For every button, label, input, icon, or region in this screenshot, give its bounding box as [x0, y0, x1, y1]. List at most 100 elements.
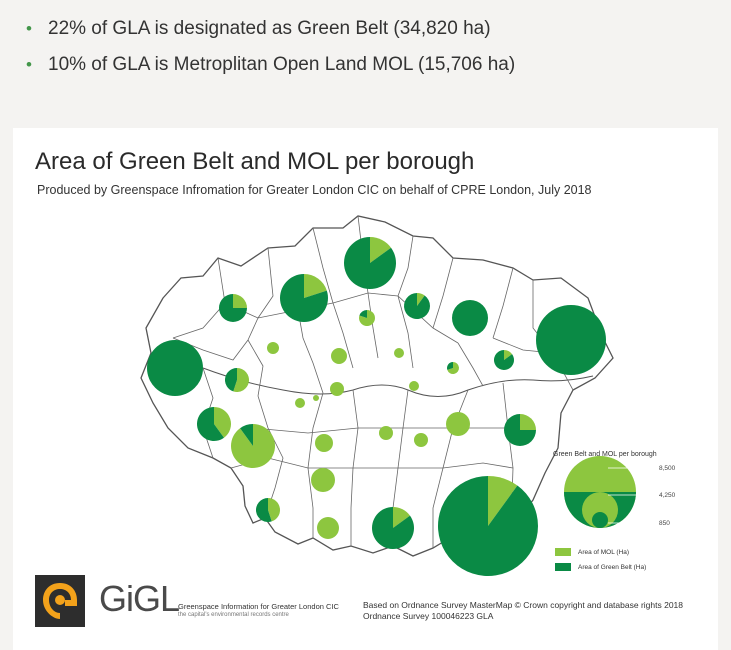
org-tagline: the capital's environmental records cent… — [178, 612, 289, 618]
map-credit: Based on Ordnance Survey MasterMap © Cro… — [363, 600, 683, 622]
borough-pie — [494, 350, 514, 370]
borough-pie — [504, 414, 536, 446]
borough-pie — [372, 507, 414, 549]
pie-slice-mol — [379, 426, 393, 440]
pie-slice-mol — [313, 395, 319, 401]
pie-slice-green-belt — [197, 407, 224, 441]
borough-pie — [452, 300, 488, 336]
borough-pie — [446, 412, 470, 436]
pie-slice-mol — [446, 412, 470, 436]
borough-pie — [317, 517, 339, 539]
borough-pie — [311, 468, 335, 492]
borough-pie — [267, 342, 279, 354]
pie-slice-mol — [330, 382, 344, 396]
pie-slice-mol — [447, 362, 459, 374]
borough-pie — [437, 476, 538, 576]
pie-slice-green-belt — [504, 414, 536, 446]
pie-slice-mol — [520, 414, 536, 430]
pie-slice-green-belt — [372, 507, 414, 549]
borough-pie — [256, 498, 281, 522]
pie-slice-mol — [268, 498, 281, 522]
river-thames — [202, 367, 594, 397]
borough-pie — [414, 433, 428, 447]
borough-pie — [231, 424, 275, 469]
pie-slice-green-belt — [452, 300, 488, 336]
pie-slice-green-belt — [494, 350, 514, 370]
borough-pie — [379, 426, 393, 440]
borough-pie — [331, 348, 347, 364]
org-name: Greenspace Information for Greater Londo… — [178, 602, 339, 611]
legend-label-mol: Area of MOL (Ha) — [578, 549, 630, 556]
pie-slice-mol — [504, 350, 513, 360]
pie-slice-green-belt — [224, 368, 237, 392]
borough-pie — [197, 407, 232, 441]
pie-slice-mol — [233, 368, 249, 392]
pie-slice-mol — [311, 468, 335, 492]
legend-label-green-belt: Area of Green Belt (Ha) — [578, 564, 647, 571]
pie-slice-mol — [315, 434, 333, 452]
legend-swatch-mol — [555, 548, 571, 556]
pie-slice-green-belt — [219, 294, 247, 322]
legend-swatch-green-belt — [555, 563, 571, 571]
gigl-logo-text: GiGL — [99, 578, 180, 619]
borough-pie — [219, 294, 247, 322]
credit-line-2: Ordnance Survey 100046223 GLA — [363, 611, 494, 621]
credit-line-1: Based on Ordnance Survey MasterMap © Cro… — [363, 600, 683, 610]
borough-pie — [344, 237, 397, 289]
pie-slice-mol — [267, 342, 279, 354]
bullet-green-belt: • 22% of GLA is designated as Green Belt… — [26, 18, 716, 54]
bullet-text: 22% of GLA is designated as Green Belt (… — [48, 18, 491, 39]
pie-slice-mol — [317, 517, 339, 539]
borough-pie — [280, 274, 328, 322]
pie-slice-mol — [304, 274, 327, 298]
pie-slice-green-belt — [536, 305, 606, 375]
pie-slice-green-belt — [404, 293, 430, 319]
pie-slice-mol — [295, 398, 305, 408]
pie-slice-green-belt — [437, 476, 538, 576]
borough-pie — [536, 305, 606, 375]
borough-pie — [295, 398, 305, 408]
map-panel: Area of Green Belt and MOL per borough P… — [13, 128, 718, 650]
pie-slice-green-belt — [240, 424, 253, 446]
pie-slice-green-belt — [446, 362, 453, 370]
pie-slice-green-belt — [359, 310, 367, 318]
borough-pie — [446, 362, 459, 374]
borough-pie — [224, 368, 249, 392]
bullet-marker: • — [26, 55, 32, 74]
legend-value-small: 850 — [659, 520, 670, 527]
pie-slice-mol — [409, 381, 419, 391]
borough-pie — [409, 381, 419, 391]
map-title: Area of Green Belt and MOL per borough — [35, 148, 475, 175]
borough-pie — [313, 395, 319, 401]
legend-circle — [592, 512, 608, 528]
legend-scale — [564, 456, 653, 528]
borough-pie — [330, 382, 344, 396]
borough-pies — [147, 237, 606, 576]
london-boundary — [140, 215, 614, 557]
legend-value-large: 8,500 — [659, 465, 676, 472]
pie-slice-mol — [233, 294, 247, 308]
pie-slice-mol — [488, 476, 518, 526]
legend-circle — [582, 492, 618, 528]
borough-pie — [404, 293, 430, 319]
borough-map — [140, 215, 653, 576]
bullet-text: 10% of GLA is Metroplitan Open Land MOL … — [48, 54, 516, 75]
pie-slice-green-belt — [280, 274, 328, 322]
bullet-marker: • — [26, 19, 32, 38]
legend-value-medium: 4,250 — [659, 492, 676, 499]
pie-slice-mol — [393, 507, 410, 528]
borough-pie — [315, 434, 333, 452]
gigl-logo-icon — [35, 575, 85, 627]
pie-slice-mol — [414, 433, 428, 447]
legend-title: Green Belt and MOL per borough — [553, 451, 657, 458]
pie-slice-green-belt — [256, 498, 272, 522]
pie-slice-green-belt — [147, 340, 203, 396]
pie-slice-mol — [394, 348, 404, 358]
borough-pie — [147, 340, 203, 396]
borough-pie — [359, 310, 375, 326]
map-subtitle: Produced by Greenspace Infromation for G… — [37, 183, 592, 197]
pie-slice-green-belt — [344, 237, 397, 289]
bullet-list: • 22% of GLA is designated as Green Belt… — [26, 18, 716, 90]
pie-slice-mol — [370, 237, 392, 263]
pie-slice-mol — [331, 348, 347, 364]
